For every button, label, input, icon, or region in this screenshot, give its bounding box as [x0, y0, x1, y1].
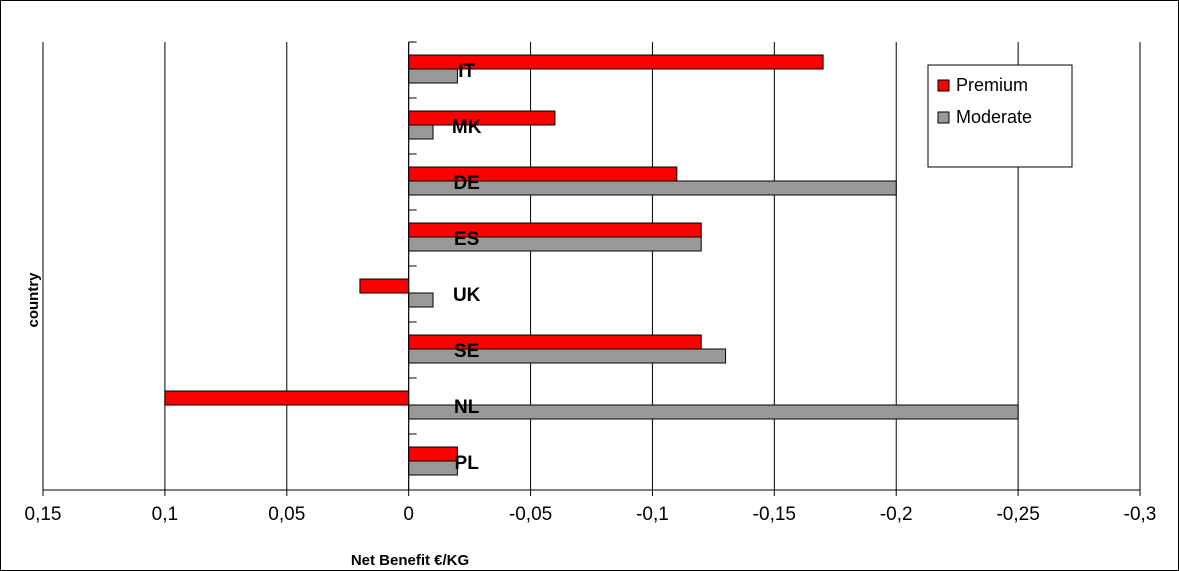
x-tick-label: -0,25 [996, 504, 1039, 525]
bar-moderate-mk [408, 124, 434, 140]
bar-moderate-uk [408, 292, 434, 308]
x-tick-label: 0 [403, 504, 414, 525]
x-tick-label: -0,1 [636, 504, 669, 525]
legend-label-moderate: Moderate [956, 107, 1032, 127]
x-tick-label: 0,05 [268, 504, 305, 525]
x-tick-label: -0,15 [753, 504, 796, 525]
bar-premium-mk [408, 110, 556, 126]
x-tick-label: 0,15 [25, 504, 62, 525]
bars [164, 54, 1019, 476]
category-label-de: DE [453, 173, 479, 194]
x-tick-label: -0,05 [509, 504, 552, 525]
bar-premium-de [408, 166, 678, 182]
bar-moderate-de [408, 180, 897, 196]
bar-moderate-es [408, 236, 702, 252]
x-tick-label: -0,3 [1124, 504, 1157, 525]
category-label-es: ES [454, 229, 479, 250]
x-tick-labels: 0,15 0,1 0,05 0 -0,05 -0,1 -0,15 -0,2 -0,25 -0,3 [25, 504, 1157, 525]
bar-moderate-it [408, 68, 458, 84]
legend-label-premium: Premium [956, 75, 1028, 95]
y-axis-title: country [25, 272, 42, 328]
category-labels: IT MK DE ES UK SE NL PL [452, 61, 482, 474]
category-label-it: IT [458, 61, 475, 82]
bar-premium-nl [164, 390, 410, 406]
bar-premium-pl [408, 446, 458, 462]
category-label-nl: NL [454, 397, 480, 418]
bar-premium-se [408, 334, 702, 350]
bar-premium-uk [359, 278, 410, 294]
bar-moderate-pl [408, 460, 458, 476]
category-label-uk: UK [453, 285, 481, 306]
bar-moderate-nl [408, 404, 1019, 420]
bar-premium-es [408, 222, 702, 238]
x-tick-label: -0,2 [880, 504, 913, 525]
category-label-pl: PL [455, 453, 480, 474]
axes [42, 41, 1141, 496]
x-axis-title: Net Benefit €/KG [351, 552, 469, 569]
legend-swatch-premium [937, 79, 950, 92]
category-label-se: SE [454, 341, 479, 362]
legend: Premium Moderate [927, 64, 1073, 168]
legend-box [927, 64, 1073, 168]
category-label-mk: MK [452, 117, 482, 138]
x-tick-label: 0,1 [152, 504, 178, 525]
legend-swatch-moderate [937, 111, 950, 124]
